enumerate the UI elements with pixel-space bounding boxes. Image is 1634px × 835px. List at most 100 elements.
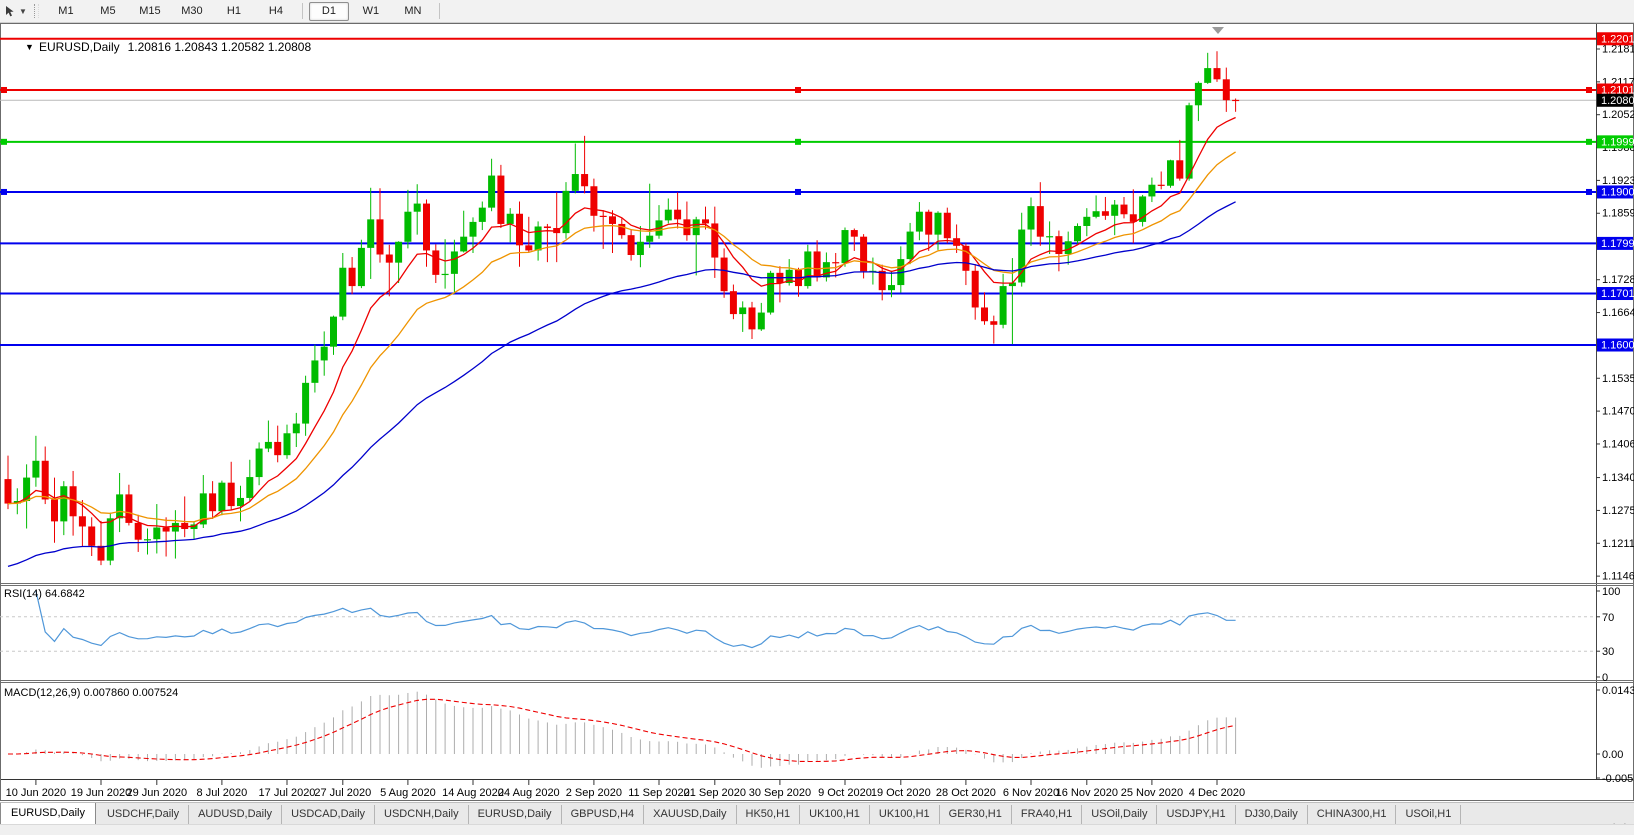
candle-body — [97, 545, 105, 561]
candle-body — [320, 346, 328, 361]
rsi-axis-tick: 100 — [1602, 586, 1620, 598]
timeframe-button-m15[interactable]: M15 — [139, 4, 161, 17]
chart-tab-usoil-daily[interactable]: USOil,Daily — [1082, 805, 1158, 824]
timeframe-button-h4[interactable]: H4 — [268, 4, 283, 17]
date-axis-label: 4 Dec 2020 — [1189, 787, 1245, 799]
svg-text:1.21010: 1.21010 — [1601, 84, 1634, 96]
candle-body — [711, 223, 719, 258]
candle-body — [385, 254, 393, 263]
svg-text:1.20808: 1.20808 — [1601, 95, 1634, 107]
chart-tab-fra40-h1[interactable]: FRA40,H1 — [1012, 805, 1083, 824]
candle-body — [646, 235, 654, 242]
candle-body — [618, 223, 626, 236]
candle-body — [627, 235, 635, 256]
candle-body — [506, 213, 514, 224]
chart-tab-gbpusd-h4[interactable]: GBPUSD,H4 — [562, 805, 645, 824]
timeframe-button-w1[interactable]: W1 — [362, 4, 380, 17]
timeframe-button-mn[interactable]: MN — [404, 4, 422, 17]
candle-body — [23, 477, 31, 502]
moving-average-mid — [7, 151, 1236, 523]
price-axis-tick: 1.17285 — [1602, 274, 1634, 286]
candle-body — [69, 486, 77, 517]
price-axis-tick: 1.18590 — [1602, 208, 1634, 220]
candle-body — [1092, 211, 1100, 217]
candle-body — [785, 269, 793, 284]
candle-body — [971, 270, 979, 308]
rsi-axis-tick: 30 — [1602, 646, 1614, 658]
timeframe-button-m30[interactable]: M30 — [181, 4, 203, 17]
candle-body — [292, 423, 300, 434]
date-axis-label: 10 Jun 2020 — [6, 787, 67, 799]
chart-tab-usoil-h1[interactable]: USOil,H1 — [1396, 805, 1462, 824]
macd-axis-tick: 0.00 — [1602, 749, 1623, 761]
timeframe-button-d1[interactable]: D1 — [308, 1, 349, 21]
candle-body — [757, 312, 765, 330]
chart-tab-usdcad-daily[interactable]: USDCAD,Daily — [282, 805, 376, 824]
chart-tab-bar: EURUSD,Daily USDCHF,Daily AUDUSD,Daily USDC… — [0, 802, 1634, 824]
candle-body — [125, 494, 133, 523]
date-axis-label: 9 Oct 2020 — [818, 787, 872, 799]
rsi-axis-tick: 70 — [1602, 612, 1614, 624]
candle-body — [144, 539, 151, 541]
svg-text:1.22016: 1.22016 — [1601, 33, 1634, 45]
chart-tab-eurusd-daily[interactable]: EURUSD,Daily — [0, 803, 96, 824]
candle-body — [432, 250, 440, 275]
candle-body — [729, 291, 737, 315]
date-axis-label: 30 Sep 2020 — [749, 787, 811, 799]
price-chart-canvas[interactable]: 1.218151.211701.205251.198801.192351.185… — [0, 23, 1634, 802]
candle-body — [348, 267, 356, 287]
level-line-handle[interactable] — [1, 138, 7, 145]
level-line-handle[interactable] — [795, 138, 801, 145]
candle-body — [1120, 204, 1128, 215]
candle-body — [497, 175, 505, 224]
timeframe-button-m5[interactable]: M5 — [100, 4, 116, 17]
level-line-handle[interactable] — [1586, 138, 1592, 145]
chart-tab-dj30-daily[interactable]: DJ30,Daily — [1236, 805, 1308, 824]
chart-shift-marker-icon[interactable] — [1212, 27, 1224, 34]
timeframe-button-h1[interactable]: H1 — [226, 4, 241, 17]
chart-tab-uk100-h1[interactable]: UK100,H1 — [870, 805, 940, 824]
candle-body — [302, 382, 310, 424]
candle-body — [543, 226, 551, 229]
candle-body — [906, 231, 914, 260]
candle-body — [1101, 211, 1109, 216]
macd-axis-tick: -0.00539 — [1602, 773, 1634, 785]
chart-tab-china300-h1[interactable]: CHINA300,H1 — [1308, 805, 1397, 824]
chart-tab-usdjpy-h1[interactable]: USDJPY,H1 — [1157, 805, 1236, 824]
candle-body — [255, 448, 263, 478]
level-line-handle[interactable] — [1, 188, 7, 195]
chart-tab-eurusd-daily[interactable]: EURUSD,Daily — [469, 805, 562, 824]
chart-tab-usdchf-daily[interactable]: USDCHF,Daily — [98, 805, 190, 824]
chart-tab-ger30-h1[interactable]: GER30,H1 — [940, 805, 1012, 824]
chevron-down-icon: ▼ — [19, 6, 27, 16]
candle-body — [739, 307, 747, 315]
chart-tab-usdcnh-daily[interactable]: USDCNH,Daily — [375, 805, 469, 824]
chart-window[interactable]: 1.218151.211701.205251.198801.192351.185… — [0, 23, 1634, 802]
date-axis-label: 28 Oct 2020 — [936, 787, 996, 799]
cursor-tool-button[interactable]: ▼ — [0, 1, 31, 21]
candle-body — [767, 272, 775, 313]
chart-tab-audusd-daily[interactable]: AUDUSD,Daily — [189, 805, 283, 824]
price-axis-tick: 1.13400 — [1602, 472, 1634, 484]
candle-body — [1111, 204, 1119, 216]
price-axis-tick: 1.14705 — [1602, 406, 1634, 418]
level-line-handle[interactable] — [795, 86, 801, 93]
date-axis-label: 2 Sep 2020 — [566, 787, 622, 799]
chart-tab-uk100-h1[interactable]: UK100,H1 — [800, 805, 870, 824]
level-price-tag-1.16003 — [1597, 338, 1633, 352]
level-line-handle[interactable] — [1586, 188, 1592, 195]
level-line-handle[interactable] — [1586, 86, 1592, 93]
chart-tab-hk50-h1[interactable]: HK50,H1 — [737, 805, 801, 824]
rsi-line — [35, 590, 1236, 649]
toolbar-separator — [301, 3, 303, 19]
moving-average-slow — [7, 201, 1236, 568]
toolbar-grip[interactable] — [33, 4, 39, 18]
candle-body — [962, 245, 970, 271]
timeframe-button-m1[interactable]: M1 — [58, 4, 74, 17]
level-line-handle[interactable] — [1, 86, 7, 93]
candle-body — [888, 285, 895, 291]
price-axis-tick: 1.12755 — [1602, 505, 1634, 517]
level-line-handle[interactable] — [795, 188, 801, 195]
price-axis-tick: 1.15350 — [1602, 373, 1634, 385]
chart-tab-xauusd-daily[interactable]: XAUUSD,Daily — [644, 805, 737, 824]
